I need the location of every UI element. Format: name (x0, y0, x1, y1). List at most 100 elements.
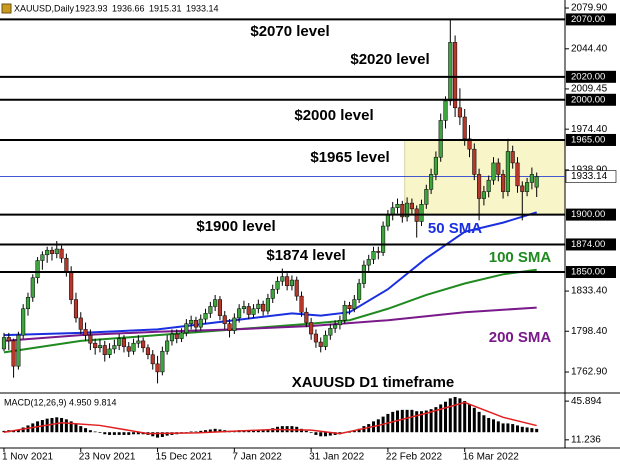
candle-body (141, 340, 146, 349)
macd-bar (328, 432, 332, 436)
macd-bar (12, 430, 16, 433)
macd-bar (458, 398, 462, 433)
candle-body (270, 288, 275, 299)
candle-body (97, 345, 103, 349)
candle-body (35, 260, 40, 279)
macd-bar (84, 428, 88, 433)
level-label: $1900 level (196, 218, 275, 235)
level-tag-label: 1850.00 (571, 267, 605, 278)
x-tick-label: 7 Jan 2022 (232, 452, 282, 463)
macd-bar (127, 432, 131, 435)
macd-bar (21, 427, 25, 433)
macd-bar (530, 428, 534, 433)
level-tag (566, 266, 616, 279)
y-tick-label: 2079.90 (571, 3, 608, 14)
sma-label: 100 SMA (489, 249, 552, 266)
candle-body (49, 249, 55, 254)
macd-bar (410, 409, 414, 433)
y-tick-label: 1938.90 (571, 165, 608, 176)
candle-body (11, 340, 16, 367)
header-low: 1915.31 (149, 3, 182, 13)
candle-body (515, 162, 520, 187)
candle-body (145, 347, 151, 355)
macd-bar (132, 432, 136, 435)
level-tag (566, 238, 616, 251)
macd-bar (256, 430, 260, 433)
level-label: $2000 level (294, 107, 373, 124)
candle-body (328, 328, 333, 336)
header-high: 1936.66 (112, 3, 145, 13)
candle-body (443, 100, 448, 121)
candle-body (405, 202, 410, 218)
x-tick-label: 1 Nov 2021 (2, 452, 54, 463)
level-tag-label: 2020.00 (571, 71, 605, 82)
candle-body (462, 116, 467, 140)
macd-bar (213, 428, 217, 433)
candle-body (155, 363, 160, 373)
macd-bar (79, 426, 83, 433)
candle-body (534, 176, 539, 188)
x-tick-label: 22 Feb 2022 (386, 452, 443, 463)
candle-body (150, 354, 155, 365)
candle-body (93, 342, 98, 349)
macd-bar (424, 410, 428, 433)
candle-body (69, 271, 74, 300)
y-tick-label: 2009.45 (571, 84, 608, 95)
macd-bar (357, 428, 361, 433)
candle-body (347, 305, 352, 310)
candle-body (457, 107, 462, 118)
macd-bar (405, 409, 409, 433)
candle-body (261, 303, 266, 312)
candle-body (280, 276, 285, 282)
zone (404, 139, 566, 216)
annotation: XAUUSD D1 timeframe (292, 374, 455, 391)
candle-body (289, 279, 294, 287)
macd-bar (208, 429, 212, 433)
candle-body (357, 283, 362, 300)
macd-bar (98, 432, 102, 433)
candle-body (227, 323, 232, 331)
candle-body (265, 298, 270, 312)
header-symbol: XAUUSD,Daily (14, 3, 75, 13)
y-tick-label: 1974.40 (571, 124, 608, 135)
macd-bar (136, 432, 140, 435)
candle-body (323, 334, 328, 347)
macd-bar (60, 417, 64, 433)
macd-bar (506, 423, 510, 433)
macd-bar (444, 401, 448, 433)
macd-bar (324, 432, 328, 437)
candle-body (361, 264, 366, 284)
candle-body (40, 254, 45, 261)
candle-body (491, 162, 496, 181)
header-close: 1933.14 (186, 3, 219, 13)
candle-body (83, 329, 88, 336)
candle-body (222, 315, 227, 324)
macd-title: MACD(12,26,9) 4.950 9.814 (4, 397, 117, 407)
candle-body (486, 179, 491, 192)
macd-bar (108, 432, 112, 435)
candle-body (189, 319, 194, 324)
candle-body (337, 319, 342, 326)
candle-body (45, 249, 50, 256)
macd-bar (304, 430, 308, 433)
candle-body (505, 151, 510, 192)
level-label: $1874 level (266, 247, 345, 264)
candle-body (381, 225, 386, 253)
level-tag-label: 1965.00 (571, 134, 605, 145)
macd-y-tick-label: 45.894 (571, 396, 602, 407)
candle-body (376, 251, 381, 253)
candle-body (529, 174, 534, 183)
macd-bar (477, 411, 481, 433)
candle-body (472, 148, 477, 175)
candle-body (131, 342, 136, 352)
macd-bar (415, 411, 419, 433)
macd-bar (396, 410, 400, 433)
candle-body (25, 297, 31, 310)
candle-body (126, 346, 131, 352)
candle-body (198, 318, 203, 328)
candle-body (453, 42, 458, 109)
macd-bar (511, 424, 515, 433)
macd-bar (156, 432, 160, 438)
macd-bar (348, 432, 352, 433)
